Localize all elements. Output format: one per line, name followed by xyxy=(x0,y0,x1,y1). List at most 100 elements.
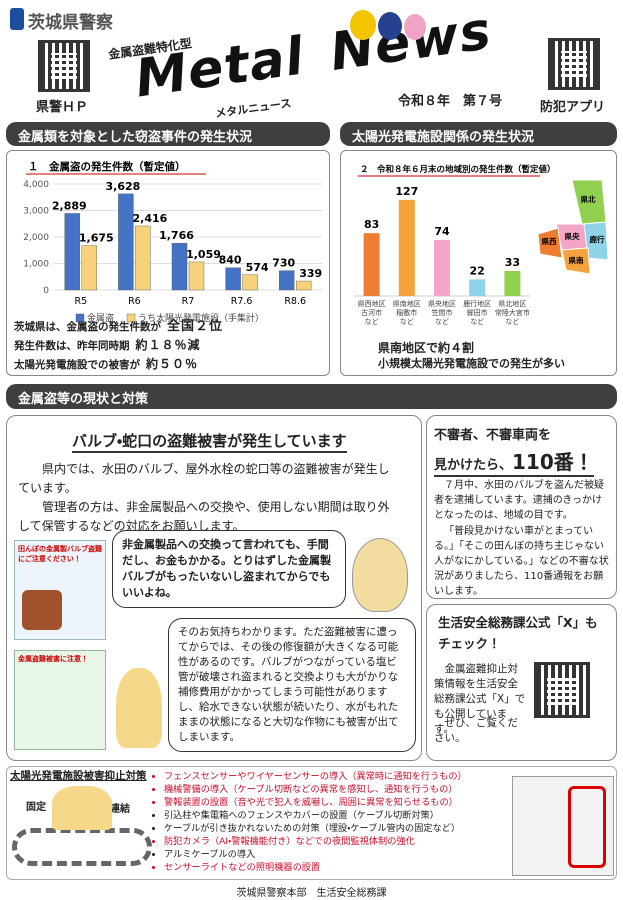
value-label: 83 xyxy=(364,218,379,231)
chart-notes: 県南地区で約４割 小規模太陽光発電施設での発生が多い xyxy=(378,340,614,372)
measure-item: 機械警備の導入（ケーブル切断などの異常を感知し、通知を行うもの） xyxy=(164,783,524,796)
article-body: 県内では、水田のバルブ、屋外水栓の蛇口等の盗難被害が発生しています。 xyxy=(18,462,390,495)
value-label: 730 xyxy=(272,257,295,270)
title-reading: メタルニュース xyxy=(214,96,293,121)
value-label: 127 xyxy=(395,185,418,198)
note-emphasis: 約５０％ xyxy=(146,357,199,371)
measure-item: 引込柱や集電箱へのフェンスやカバーの設置（ケーブル切断対策） xyxy=(164,809,524,822)
note-text: 発生件数は、昨年同時期 xyxy=(14,340,130,352)
value-label: 22 xyxy=(470,264,485,277)
issue-number: 令和８年 第７号 xyxy=(398,94,503,109)
y-tick-label: 4,000 xyxy=(23,180,49,190)
note-emphasis: 約１８％減 xyxy=(135,338,201,352)
poster: 金属盗難被害に注意！ xyxy=(14,650,106,750)
value-label: 2,416 xyxy=(133,212,168,225)
legend-label: うち太陽光発電施設（手集計） xyxy=(138,312,264,324)
measures-title: 太陽光発電施設被害抑止対策 xyxy=(10,770,147,782)
article-headline: 不審者、不審車両を xyxy=(434,428,552,443)
measure-item: 警報装置の設置（音や光で犯人を威嚇し、周囲に異常を知らせるもの） xyxy=(164,796,524,809)
chart-title: １ 金属盗の発生件数（暫定値） xyxy=(28,160,186,173)
mascot-illustration xyxy=(116,668,162,748)
farmer-illustration xyxy=(352,538,408,612)
section-heading: 太陽光発電施設関係の発生状況 xyxy=(340,122,617,146)
value-label: 1,766 xyxy=(159,229,194,242)
x-tick-label: 鹿行地区 鉾田市 など xyxy=(463,300,492,326)
image-label: 固定 xyxy=(26,802,46,813)
value-label: 339 xyxy=(299,267,322,280)
qr-label: 防犯アプリ xyxy=(540,100,606,115)
article-panel xyxy=(426,415,617,599)
article-body: 金属盗難抑止対策情報を生活安全総務課公式「X」でも公開しています。 xyxy=(434,663,526,735)
chart: １ 金属盗の発生件数（暫定値） 0 1,000 2,000 3,000 4,000 R5 2,… xyxy=(23,160,322,324)
article-headline: バルブ・蛇口の盗難被害が発生しています xyxy=(72,430,347,453)
bar xyxy=(434,239,450,296)
qr-code[interactable] xyxy=(548,38,600,90)
note-text: 太陽光発電施設での被害が xyxy=(14,359,140,371)
legend-swatch xyxy=(126,313,136,323)
x-tick-label: 県南地区 稲敷市 など xyxy=(392,300,421,326)
footer: 茨城県警察本部 生活安全総務課 xyxy=(236,888,387,899)
map-label: 県北 xyxy=(581,194,596,204)
value-label: 574 xyxy=(246,261,269,274)
bar xyxy=(504,271,521,296)
bar xyxy=(363,233,380,296)
bar xyxy=(296,280,312,291)
note-line: 県南地区で約４割 xyxy=(378,341,475,355)
article-body: ぜひ、ご覧ください。 xyxy=(434,717,518,744)
y-tick-label: 3,000 xyxy=(23,207,49,217)
mascot xyxy=(350,10,376,40)
x-tick-label: R6 xyxy=(128,296,141,307)
value-label: 74 xyxy=(434,225,450,238)
section-heading: 金属類を対象とした窃盗事件の発生状況 xyxy=(6,122,330,146)
chart-notes: 茨城県は、金属盗の発生件数が 全国２位 発生件数は、昨年同時期 約１８％減 太陽光発電施… xyxy=(14,318,328,374)
note-text: 茨城県は、金属盗の発生件数が xyxy=(14,321,161,333)
headline-text: 見かけたら、 xyxy=(434,458,513,473)
article-headline: 見かけたら、110番！ xyxy=(434,446,594,477)
qr-code[interactable] xyxy=(534,662,590,718)
bar xyxy=(469,279,486,296)
note-line: 発生件数は、昨年同時期 約１８％減 xyxy=(14,336,328,355)
qr-code[interactable] xyxy=(38,40,90,92)
headline-emphasis: 110番！ xyxy=(512,450,594,474)
org-name: 茨城県警察 xyxy=(28,13,113,33)
mascot xyxy=(404,14,426,40)
legend-label: 金属盗 xyxy=(87,312,114,324)
map-region xyxy=(583,221,609,261)
image-label: 連結 xyxy=(110,804,130,815)
map-label: 県西 xyxy=(542,236,557,246)
x-tick-label: R5 xyxy=(74,296,87,307)
value-label: 1,059 xyxy=(186,248,221,261)
mascot-illustration xyxy=(52,786,112,830)
qr-label: 県警ＨＰ xyxy=(36,100,89,115)
bar xyxy=(225,267,241,291)
value-label: 840 xyxy=(219,254,242,267)
bar xyxy=(118,193,134,291)
measure-item: フェンスセンサーやワイヤーセンサーの導入（異常時に通知を行うもの） xyxy=(164,770,524,783)
map-region xyxy=(537,227,563,259)
note-line: 茨城県は、金属盗の発生件数が 全国２位 xyxy=(14,318,328,336)
x-tick-label: 県央地区 笠間市 など xyxy=(428,300,456,326)
section-heading: 金属盗等の現状と対策 xyxy=(6,384,617,409)
y-tick-label: 1,000 xyxy=(23,260,49,270)
equipment-illustration xyxy=(512,776,614,876)
map-label: 鹿行 xyxy=(590,234,605,244)
value-label: 2,889 xyxy=(52,199,87,212)
highlight-box xyxy=(568,786,606,868)
x-tick-label: R8.6 xyxy=(284,296,306,307)
article-body: ７月中、水田のバルブを盗んだ被疑者を逮捕しています。逮捕のきっかけとなったのは、… xyxy=(434,480,604,521)
note-emphasis: 全国２位 xyxy=(167,319,224,334)
value-label: 3,628 xyxy=(106,180,141,193)
speech-bubble: 非金属製品への交換って言われても、手間だし、お金もかかる。とりはずした金属製バル… xyxy=(112,530,346,608)
bar xyxy=(188,261,205,291)
speech-bubble: そのお気持ちわかります。ただ盗難被害に遭ってからでは、その後の修復額が大きくなる… xyxy=(168,618,416,752)
bar xyxy=(398,199,415,296)
measure-item: センサーライトなどの照明機器の設置 xyxy=(164,861,524,874)
x-tick-label: 県西地区 古河市 など xyxy=(357,300,386,326)
bar xyxy=(64,213,80,291)
measures-list: フェンスセンサーやワイヤーセンサーの導入（異常時に通知を行うもの）機械警備の導入… xyxy=(152,770,524,874)
article-body: 「普段見かけない車がとまっている。」「そこの田んぼの持ち主じゃない人がなにかして… xyxy=(434,526,609,597)
mascot xyxy=(378,12,402,40)
y-tick-label: 0 xyxy=(43,286,49,296)
